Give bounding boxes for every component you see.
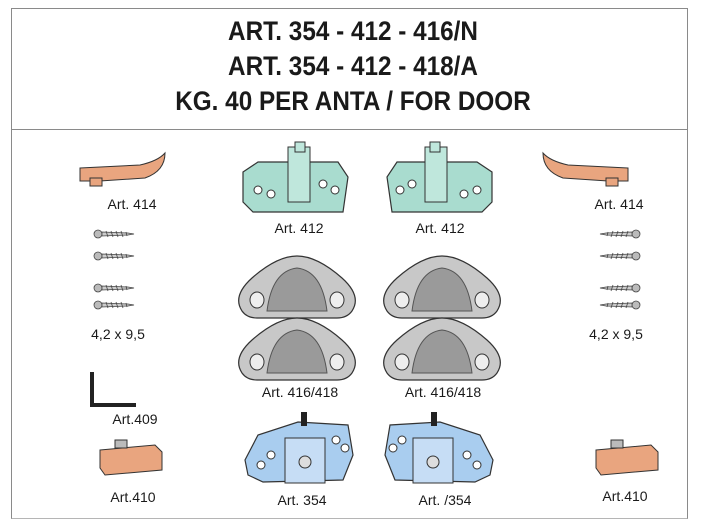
label-art354-left: Art. 354 [277,492,327,508]
art410-left-part [99,439,163,476]
art354-left-part [244,411,354,484]
header-box [11,8,688,130]
art416-wheel [238,255,356,319]
title-line-2: ART. 354 - 412 - 418/A [228,51,478,81]
art414-right-part [542,152,629,187]
screw-icon [93,300,135,310]
label-art410-right: Art.410 [602,488,648,504]
label-art416-left: Art. 416/418 [261,384,339,400]
label-art409: Art.409 [112,411,158,427]
title-line-1: ART. 354 - 412 - 416/N [228,16,478,46]
label-art414-left: Art. 414 [107,196,157,212]
parts-box [11,129,688,519]
label-screws-right: 4,2 x 9,5 [589,326,643,342]
art410-right-part [595,439,659,476]
label-art410-left: Art.410 [110,489,156,505]
art416-wheel [383,255,501,319]
label-screws-left: 4,2 x 9,5 [91,326,145,342]
label-art412-right: Art. 412 [415,220,465,236]
art412-left-part [242,141,349,213]
label-art414-right: Art. 414 [594,196,644,212]
label-art412-left: Art. 412 [274,220,324,236]
art416-wheel [238,317,356,381]
label-art416-right: Art. 416/418 [404,384,482,400]
screw-icon [93,229,135,239]
art416-wheel [383,317,501,381]
allen-key-icon [90,372,136,407]
art414-left-part [79,152,166,187]
screw-icon [93,283,135,293]
screw-icon [93,251,135,261]
label-art354-right: Art. /354 [418,492,472,508]
title-line-3: KG. 40 PER ANTA / FOR DOOR [175,86,531,116]
